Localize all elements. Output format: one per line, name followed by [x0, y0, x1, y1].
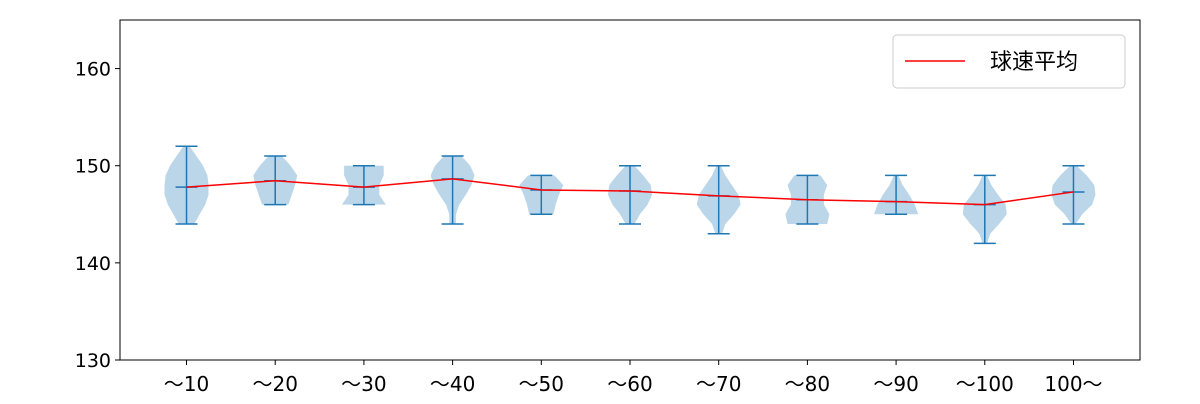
x-axis: ～10 ～20 ～30 ～40 ～50 ～60 ～70 ～80 ～90 ～100 100～ — [164, 360, 1103, 396]
x-tick-label: ～30 — [341, 372, 386, 396]
x-tick-label: ～90 — [873, 372, 918, 396]
x-tick-label: ～10 — [164, 372, 209, 396]
y-tick-label: 130 — [75, 350, 111, 372]
x-tick-label: ～40 — [430, 372, 475, 396]
y-axis: 130 140 150 160 — [75, 59, 120, 372]
legend: 球速平均 — [893, 35, 1125, 88]
x-tick-label: ～100 — [956, 372, 1014, 396]
y-tick-label: 150 — [75, 156, 111, 178]
x-tick-label: ～20 — [252, 372, 297, 396]
x-tick-label: 100～ — [1044, 372, 1102, 396]
x-tick-label: ～80 — [785, 372, 830, 396]
y-tick-label: 160 — [75, 59, 111, 81]
x-tick-label: ～50 — [519, 372, 564, 396]
legend-label-mean: 球速平均 — [990, 50, 1078, 75]
y-tick-label: 140 — [75, 253, 111, 275]
x-tick-label: ～70 — [696, 372, 741, 396]
violins-layer — [165, 146, 1096, 243]
x-tick-label: ～60 — [607, 372, 652, 396]
